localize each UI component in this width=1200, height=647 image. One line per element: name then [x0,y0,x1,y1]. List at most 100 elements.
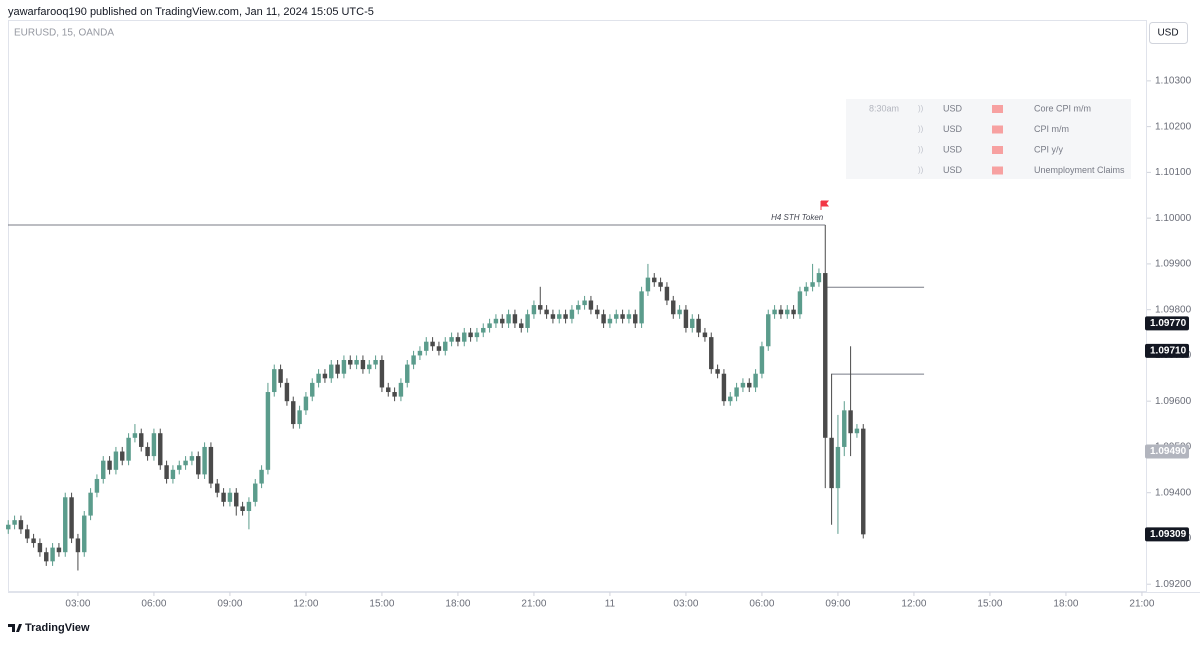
candle-body [126,437,131,461]
event-name: Core CPI m/m [1034,103,1091,113]
candle-body [50,547,55,562]
candle-body [563,314,568,319]
candle-body [170,469,176,479]
event-currency: USD [943,103,963,113]
candle-body [576,305,581,310]
candle-body [614,314,619,319]
candle-body [601,314,606,324]
event-flag[interactable] [820,200,830,210]
event-name: CPI m/m [1034,124,1069,134]
candle-body [158,433,163,466]
candle-body [671,300,676,315]
candle-body [658,282,663,287]
candle-body [804,286,809,292]
footer-brand: TradingView [25,622,90,634]
candle-body [411,355,416,365]
price-tag [1145,343,1189,358]
candle-body [550,314,556,319]
y-tick-label: 1.10200 [1155,121,1192,132]
price-tag-label: 1.09770 [1150,318,1187,329]
candle-body [626,314,632,319]
candle-body [854,428,860,434]
currency-button[interactable] [1149,22,1188,44]
candle-body [740,382,746,388]
candle-body [18,520,24,530]
candle-body [455,337,461,342]
event-flag [992,125,1003,134]
candle-body [113,451,119,470]
x-tick-label: 21:00 [1129,599,1154,610]
candle-body [291,401,296,425]
candle-body [759,346,765,374]
candle-body [424,341,429,351]
candle-body [398,382,404,397]
x-tick-label: 12:00 [901,599,926,610]
y-tick-label: 1.09800 [1155,304,1192,315]
x-tick-label: 15:00 [369,599,394,610]
candle-body [702,332,708,338]
candle-body [316,373,321,383]
candle-body [677,309,682,315]
candle-body [652,277,657,283]
y-tick-label: 1.10100 [1155,167,1192,178]
x-tick-label: 18:00 [445,599,470,610]
candle-body [848,410,853,434]
candle-body [785,309,790,315]
event-time: 8:30am [869,103,899,113]
x-tick-label: 03:00 [65,599,90,610]
candle-body [481,327,486,333]
candle-body [360,359,366,370]
candle-body [531,305,537,315]
candle-body [721,373,727,402]
candle-body [12,520,17,525]
candle-body [778,309,784,315]
candle-body [525,314,530,328]
candle-body [842,410,847,447]
price-tag [1145,444,1189,459]
candle-body [683,309,689,328]
candle-body [766,314,771,347]
price-tag-label: 1.09710 [1150,345,1187,356]
currency-label[interactable]: USD [1157,28,1178,39]
candle-body [44,552,49,562]
candle-body [772,309,777,315]
candle-body [557,314,562,319]
candle-body [284,382,290,402]
candle-body [620,314,625,319]
candle-body [278,369,283,383]
candle-body [588,300,594,310]
candle-body [582,300,587,306]
candle-body [449,337,454,342]
candle-body [69,497,74,539]
candle-body [196,456,201,475]
candle-body [607,318,613,324]
candle-body [88,492,93,516]
logo-mark [8,624,22,632]
price-tag-label: 1.09490 [1150,446,1187,457]
price-tag-label: 1.09309 [1150,529,1187,540]
candle-body [861,428,866,535]
y-tick-label: 1.10300 [1155,76,1192,87]
event-name: Unemployment Claims [1034,165,1125,175]
event-currency: USD [943,124,963,134]
candle-body [227,492,233,502]
candle-body [493,318,499,324]
candle-body [139,433,144,447]
candle-body [221,492,226,502]
candle-body [151,433,157,457]
candle-body [538,305,543,310]
candle-body [810,282,815,287]
candle-body [386,387,391,393]
candle-body [6,524,11,530]
candle-body [189,456,195,461]
candle-body [506,314,511,324]
candle-body [392,392,397,397]
price-tag [1145,527,1189,542]
logo [8,624,22,632]
candle-body [829,437,834,489]
candle-body [690,318,695,328]
candle-body [373,359,378,365]
event-icon: )) [918,104,924,113]
candle-body [202,446,207,475]
candle-body [791,309,796,315]
